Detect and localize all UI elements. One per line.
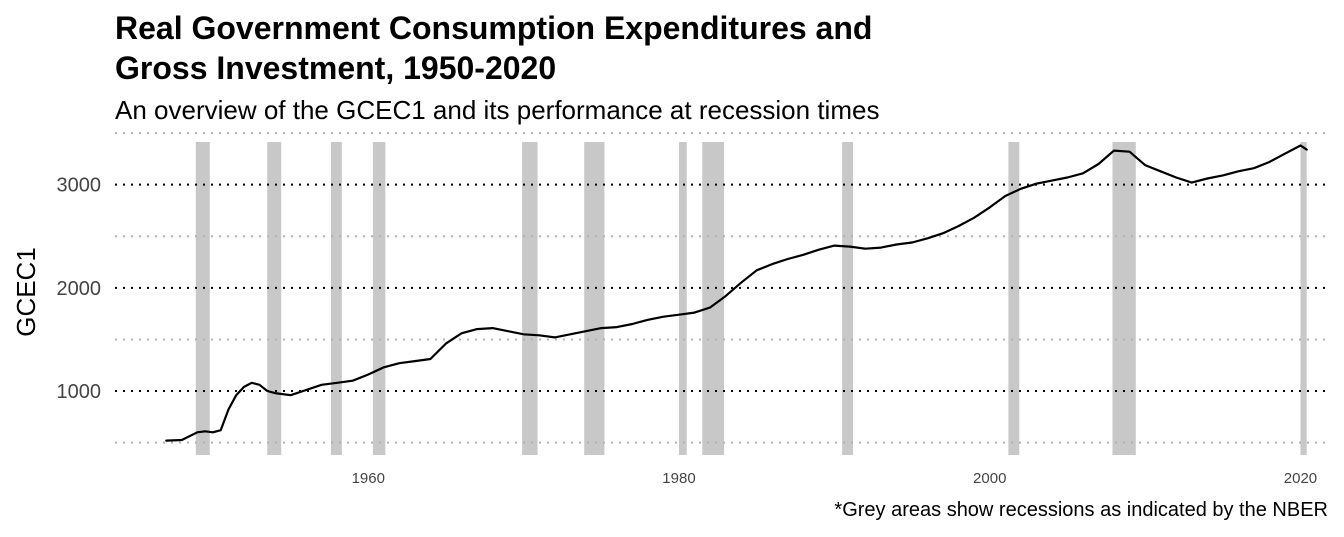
series-layer [165, 144, 1308, 442]
y-tick-label-3000: 3000 [57, 175, 102, 197]
recession-band-2 [267, 142, 282, 455]
recession-band-9 [842, 142, 854, 455]
recession-band-6 [584, 142, 605, 455]
x-axis-ticks: 1960 1980 2000 2020 [352, 470, 1318, 487]
chart-caption: *Grey areas show recessions as indicated… [834, 499, 1328, 521]
y-tick-label-2000: 2000 [57, 278, 102, 300]
recession-band-11 [1112, 142, 1136, 455]
chart-subtitle: An overview of the GCEC1 and its perform… [115, 95, 880, 125]
recession-bands [195, 142, 1307, 455]
recession-band-1 [195, 142, 210, 455]
recession-band-7 [678, 142, 687, 455]
recession-band-12 [1300, 142, 1307, 455]
x-tick-label-2000: 2000 [973, 470, 1006, 487]
x-tick-label-1980: 1980 [662, 470, 695, 487]
chart-title: Real Government Consumption Expenditures… [115, 8, 1115, 88]
recession-band-4 [372, 142, 386, 455]
y-axis-ticks: 1000 2000 3000 [57, 175, 102, 403]
series-line-gcec1 [165, 144, 1308, 442]
x-tick-label-1960: 1960 [352, 470, 385, 487]
x-tick-label-2020: 2020 [1284, 470, 1317, 487]
recession-band-8 [702, 142, 725, 455]
recession-band-10 [1008, 142, 1020, 455]
recession-band-3 [330, 142, 342, 455]
y-axis-title: GCEC1 [11, 247, 41, 337]
recession-band-5 [522, 142, 538, 455]
chart-title-line-2: Gross Investment, 1950-2020 [115, 50, 557, 86]
y-tick-label-1000: 1000 [57, 381, 102, 403]
chart-title-line-1: Real Government Consumption Expenditures… [115, 10, 873, 46]
